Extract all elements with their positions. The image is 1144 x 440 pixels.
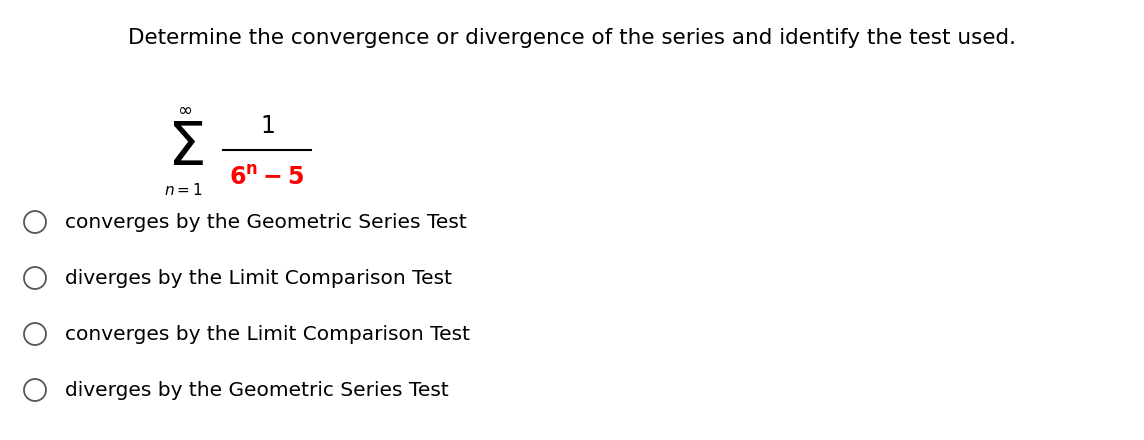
Text: Determine the convergence or divergence of the series and identify the test used: Determine the convergence or divergence … xyxy=(128,28,1016,48)
Text: diverges by the Limit Comparison Test: diverges by the Limit Comparison Test xyxy=(65,268,452,287)
Text: converges by the Limit Comparison Test: converges by the Limit Comparison Test xyxy=(65,325,470,344)
Text: $\infty$: $\infty$ xyxy=(177,101,192,119)
Text: $\Sigma$: $\Sigma$ xyxy=(167,118,204,177)
Text: $n = 1$: $n = 1$ xyxy=(164,182,202,198)
Text: converges by the Geometric Series Test: converges by the Geometric Series Test xyxy=(65,213,467,231)
Text: $\mathbf{6^n - 5}$: $\mathbf{6^n - 5}$ xyxy=(230,166,304,190)
Text: diverges by the Geometric Series Test: diverges by the Geometric Series Test xyxy=(65,381,448,400)
Text: $1$: $1$ xyxy=(260,114,275,138)
